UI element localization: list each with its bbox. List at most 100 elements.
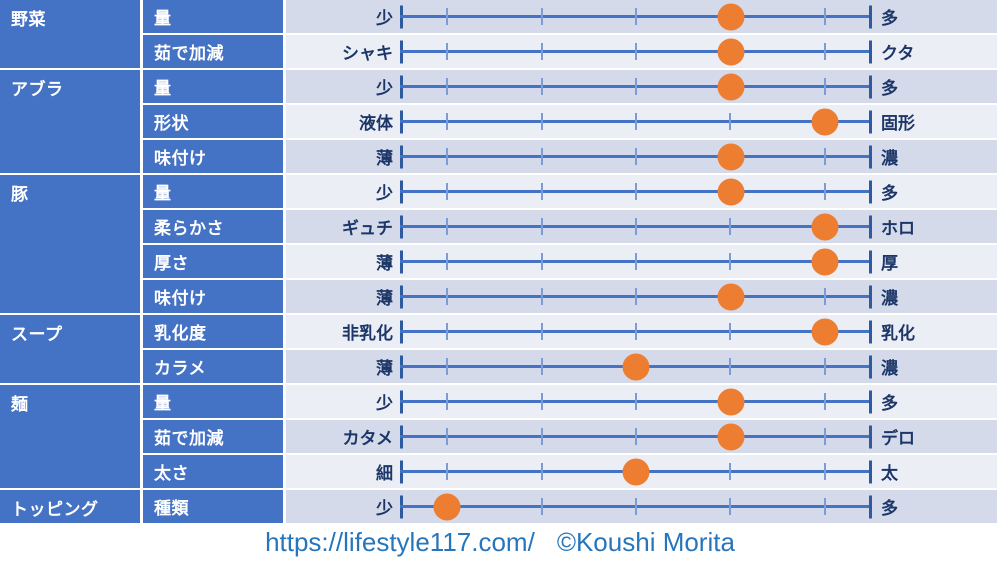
slider-track	[400, 35, 872, 68]
track-ticks	[400, 245, 872, 278]
track-ticks	[400, 0, 872, 33]
slider-dot	[811, 213, 839, 240]
slider-track	[400, 70, 872, 103]
scale-min-label: カタメ	[342, 429, 394, 448]
slider-row: 薄 濃	[286, 280, 997, 313]
slider-track	[400, 175, 872, 208]
scale-min-label: 少	[376, 9, 393, 28]
track-ticks	[400, 35, 872, 68]
slider-row: 薄 濃	[286, 140, 997, 173]
slider-dot	[622, 353, 650, 380]
slider-track	[400, 490, 872, 523]
slider-track	[400, 420, 872, 453]
slider-row: 少 多	[286, 385, 997, 418]
track-ticks	[400, 105, 872, 138]
slider-dot	[717, 178, 744, 205]
slider-row: シャキ クタ	[286, 35, 997, 68]
scale-min-label: 薄	[376, 359, 393, 378]
slider-row: 少 多	[286, 175, 997, 208]
attribute-label: 茹で加減	[143, 420, 283, 453]
slider-track	[400, 350, 872, 383]
scale-max-label: 固形	[881, 114, 915, 133]
slider-track	[400, 315, 872, 348]
category-soup: スープ	[0, 315, 140, 383]
attribute-label: カラメ	[143, 350, 283, 383]
rating-table: 野菜 アブラ 豚 スープ 麺 トッピング 量 茹で加減 量 形状 味付け 量 柔…	[0, 0, 1000, 523]
category-topping: トッピング	[0, 490, 140, 523]
scale-min-label: 少	[376, 394, 393, 413]
scale-min-label: 薄	[376, 289, 393, 308]
scale-min-label: 少	[376, 499, 393, 518]
scale-max-label: クタ	[881, 44, 915, 63]
slider-row: 少 多	[286, 0, 997, 33]
slider-dot	[811, 108, 839, 135]
slider-track	[400, 105, 872, 138]
attribute-label: 量	[143, 385, 283, 418]
scale-min-label: 非乳化	[342, 324, 393, 343]
slider-dot	[717, 283, 744, 310]
attribute-label: 厚さ	[143, 245, 283, 278]
attribute-label: 乳化度	[143, 315, 283, 348]
slider-dot	[717, 423, 744, 450]
scale-max-label: デロ	[881, 429, 915, 448]
attribute-label: 茹で加減	[143, 35, 283, 68]
scale-max-label: 多	[881, 184, 898, 203]
slider-dot	[717, 143, 744, 170]
scale-max-label: 多	[881, 499, 898, 518]
track-ticks	[400, 490, 872, 523]
slider-track	[400, 245, 872, 278]
scale-max-label: 濃	[881, 359, 898, 378]
scale-min-label: 少	[376, 184, 393, 203]
attribute-label: 量	[143, 70, 283, 103]
attribute-label: 種類	[143, 490, 283, 523]
category-noodle: 麺	[0, 385, 140, 488]
slider-row: カタメ デロ	[286, 420, 997, 453]
scale-min-label: シャキ	[342, 44, 393, 63]
scale-max-label: 多	[881, 79, 898, 98]
scale-max-label: ホロ	[881, 219, 915, 238]
slider-row: 薄 濃	[286, 350, 997, 383]
slider-row: 少 多	[286, 70, 997, 103]
slider-row: 少 多	[286, 490, 997, 523]
slider-dot	[811, 318, 839, 345]
scale-max-label: 濃	[881, 289, 898, 308]
slider-row: 非乳化 乳化	[286, 315, 997, 348]
scale-max-label: 乳化	[881, 324, 915, 343]
track-ticks	[400, 420, 872, 453]
footer-credit: ©Koushi Morita	[556, 526, 735, 557]
slider-row: ギュチ ホロ	[286, 210, 997, 243]
scale-min-label: 少	[376, 79, 393, 98]
slider-track	[400, 280, 872, 313]
track-ticks	[400, 315, 872, 348]
slider-track	[400, 455, 872, 488]
footer-url: https://lifestyle117.com/	[265, 526, 535, 557]
slider-track	[400, 0, 872, 33]
track-ticks	[400, 385, 872, 418]
scale-max-label: 多	[881, 9, 898, 28]
category-pork: 豚	[0, 175, 140, 313]
attribute-label: 太さ	[143, 455, 283, 488]
slider-track	[400, 140, 872, 173]
track-ticks	[400, 140, 872, 173]
slider-dot	[717, 388, 744, 415]
attribute-label: 量	[143, 0, 283, 33]
attribute-label: 量	[143, 175, 283, 208]
scale-max-label: 多	[881, 394, 898, 413]
track-ticks	[400, 70, 872, 103]
slider-dot	[717, 73, 744, 100]
slider-row: 薄 厚	[286, 245, 997, 278]
slider-dot	[811, 248, 839, 275]
scale-max-label: 太	[881, 464, 898, 483]
slider-track	[400, 210, 872, 243]
footer: https://lifestyle117.com/ ©Koushi Morita	[0, 523, 1000, 561]
scale-min-label: ギュチ	[342, 219, 393, 238]
scale-min-label: 細	[376, 464, 393, 483]
attribute-label: 柔らかさ	[143, 210, 283, 243]
attribute-label: 形状	[143, 105, 283, 138]
slider-row: 液体 固形	[286, 105, 997, 138]
attribute-label: 味付け	[143, 280, 283, 313]
scale-min-label: 液体	[359, 114, 393, 133]
scale-max-label: 濃	[881, 149, 898, 168]
scale-min-label: 薄	[376, 254, 393, 273]
